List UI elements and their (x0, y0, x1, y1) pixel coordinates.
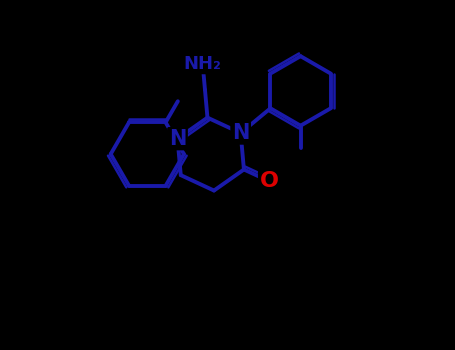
Text: O: O (260, 171, 279, 191)
Text: N: N (232, 123, 249, 143)
Text: N: N (169, 129, 186, 149)
Text: NH₂: NH₂ (184, 55, 222, 73)
